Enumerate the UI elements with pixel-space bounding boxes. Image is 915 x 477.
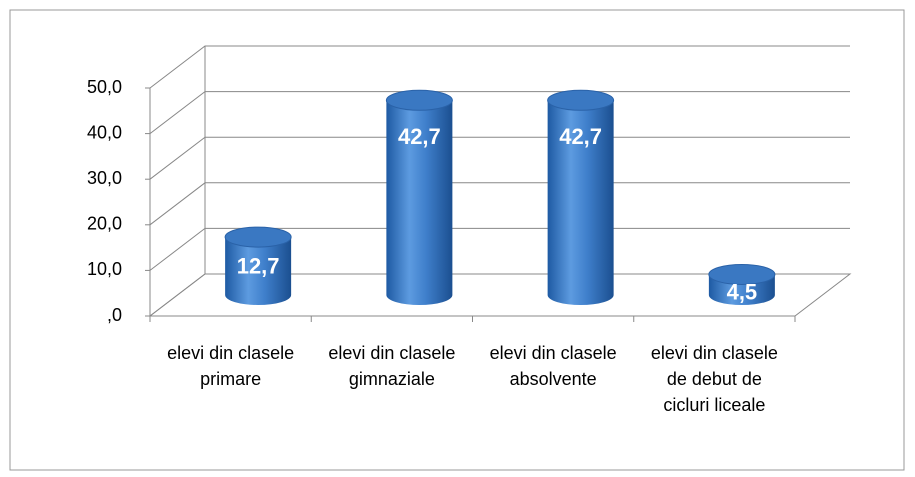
x-tick-label: elevi din clasele de debut de cicluri li… (650, 343, 778, 415)
y-tick-label: ,0 (107, 305, 122, 325)
value-label: 42,7 (398, 124, 441, 149)
x-tick-label: elevi din clasele absolvente (489, 343, 617, 389)
cylinder-top (385, 89, 453, 111)
grid-line (149, 45, 850, 89)
grid-line (149, 273, 850, 317)
y-tick-label: 40,0 (87, 122, 122, 142)
bar (385, 89, 453, 306)
bar (708, 263, 776, 305)
cylinder-body (225, 237, 292, 305)
x-tick-label: elevi din clasele gimnaziale (328, 343, 456, 389)
grid-line (149, 91, 850, 134)
y-tick-label: 50,0 (87, 77, 122, 97)
y-tick-label: 20,0 (87, 214, 122, 234)
cylinder-body (547, 100, 614, 306)
x-tick-label: elevi din clasele primare (167, 343, 295, 389)
y-tick-label: 10,0 (87, 259, 122, 279)
cylinder-top (547, 89, 615, 111)
cylinder-top (224, 226, 292, 248)
grid-line (149, 136, 850, 180)
frame (9, 9, 905, 471)
value-label: 42,7 (559, 124, 602, 149)
grid-line (149, 227, 850, 271)
cylinder-body (386, 100, 453, 306)
value-label: 4,5 (727, 279, 758, 304)
bar (547, 89, 615, 306)
bar (224, 226, 292, 305)
value-label: 12,7 (237, 253, 280, 278)
grid-line (149, 182, 850, 226)
y-tick-label: 30,0 (87, 168, 122, 188)
cylinder-top (708, 263, 776, 285)
